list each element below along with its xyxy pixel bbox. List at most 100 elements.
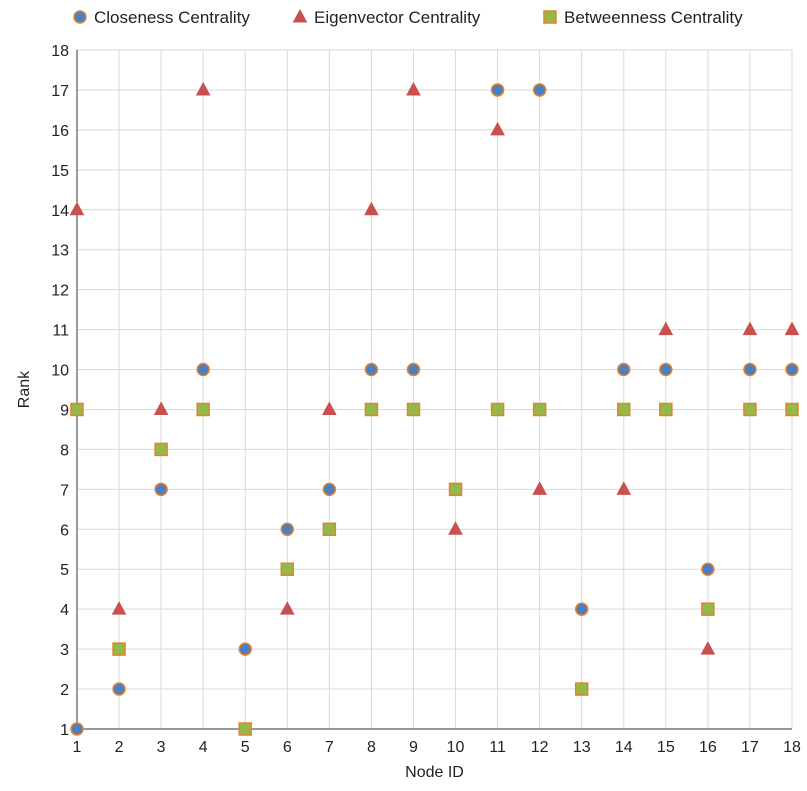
triangle-point (616, 481, 632, 495)
circle-point (70, 722, 84, 736)
square-point (532, 402, 547, 417)
triangle-point (279, 601, 295, 615)
legend-item: Eigenvector Centrality (292, 8, 481, 27)
x-tick-label: 4 (199, 739, 208, 756)
y-tick-label: 4 (60, 602, 69, 619)
x-tick-label: 3 (157, 739, 166, 756)
circle-point (112, 682, 126, 696)
square-point (112, 642, 126, 656)
triangle-point (490, 121, 505, 136)
x-tick-label: 6 (283, 739, 292, 756)
x-tick-label: 18 (783, 739, 801, 756)
y-tick-label: 18 (51, 43, 69, 60)
square-point (448, 482, 463, 497)
triangle-point (322, 401, 337, 415)
legend-circle-icon (73, 10, 87, 24)
y-tick-label: 14 (51, 203, 69, 220)
legend-label: Eigenvector Centrality (314, 8, 481, 27)
triangle-point (406, 81, 421, 96)
legend-label: Betweenness Centrality (564, 8, 743, 27)
y-tick-label: 13 (51, 243, 69, 260)
circle-point (196, 362, 210, 377)
grid (76, 49, 793, 730)
legend-item: Betweenness Centrality (543, 8, 743, 27)
square-point (280, 562, 295, 576)
circle-point (743, 362, 757, 377)
circle-point (364, 362, 379, 377)
x-tick-label: 11 (489, 739, 506, 756)
series-square-group (70, 402, 799, 736)
legend-square-icon (543, 10, 557, 24)
x-tick-label: 8 (367, 739, 376, 756)
circle-point (659, 362, 673, 377)
circle-point (785, 362, 799, 377)
legend-triangle-icon (292, 8, 308, 23)
square-point (238, 722, 252, 736)
axes (76, 50, 792, 730)
circle-point (701, 562, 715, 576)
y-tick-label: 10 (51, 363, 69, 380)
circle-point (574, 602, 589, 616)
x-tick-label: 15 (657, 739, 675, 756)
circle-point (238, 642, 252, 656)
circle-point (490, 83, 505, 97)
x-tick-label: 10 (447, 739, 465, 756)
x-tick-label: 16 (699, 739, 717, 756)
y-axis-title: Rank (16, 370, 33, 408)
square-point (574, 682, 589, 696)
circle-point (532, 83, 547, 97)
square-point (743, 402, 757, 417)
y-tick-label: 2 (60, 682, 69, 699)
triangle-point (195, 81, 211, 96)
triangle-point (364, 201, 379, 216)
triangle-point (111, 601, 127, 615)
y-tick-label: 12 (51, 283, 69, 300)
circle-point (280, 522, 295, 537)
triangle-point (700, 641, 716, 655)
square-point (70, 402, 84, 417)
x-tick-label: 7 (325, 739, 334, 756)
data-points (69, 81, 800, 736)
square-point (196, 402, 210, 417)
y-tick-label: 8 (60, 442, 69, 459)
y-tick-label: 1 (60, 722, 69, 739)
triangle-point (784, 321, 800, 336)
square-point (617, 402, 631, 417)
legend-item: Closeness Centrality (73, 8, 250, 27)
square-point (785, 402, 799, 417)
triangle-point (742, 321, 758, 336)
square-point (490, 402, 505, 417)
y-tick-label: 6 (60, 522, 69, 539)
legend: Closeness Centrality Eigenvector Centrali… (73, 8, 743, 27)
x-tick-label: 13 (573, 739, 591, 756)
x-tick-label: 2 (115, 739, 124, 756)
series-triangle-group (69, 81, 800, 655)
y-tick-label: 3 (60, 642, 69, 659)
square-point (364, 402, 379, 417)
square-point (154, 442, 168, 457)
y-tick-label: 5 (60, 562, 69, 579)
y-tick-label: 11 (52, 323, 69, 340)
triangle-point (69, 201, 85, 216)
triangle-point (658, 321, 674, 336)
y-tick-label: 15 (51, 163, 69, 180)
square-point (701, 602, 715, 616)
x-tick-label: 5 (241, 739, 250, 756)
triangle-point (153, 401, 169, 415)
x-tick-label: 17 (741, 739, 759, 756)
x-tick-label: 12 (531, 739, 549, 756)
triangle-point (448, 521, 463, 535)
y-tick-label: 17 (51, 83, 69, 100)
x-tick-label: 9 (409, 739, 418, 756)
series-circle-group (70, 83, 799, 736)
y-tick-label: 9 (60, 402, 69, 419)
circle-point (322, 482, 337, 497)
circle-point (617, 362, 631, 377)
square-point (659, 402, 673, 417)
circle-point (154, 482, 168, 497)
x-tick-label: 1 (73, 739, 82, 756)
square-point (406, 402, 421, 417)
square-point (322, 522, 337, 537)
